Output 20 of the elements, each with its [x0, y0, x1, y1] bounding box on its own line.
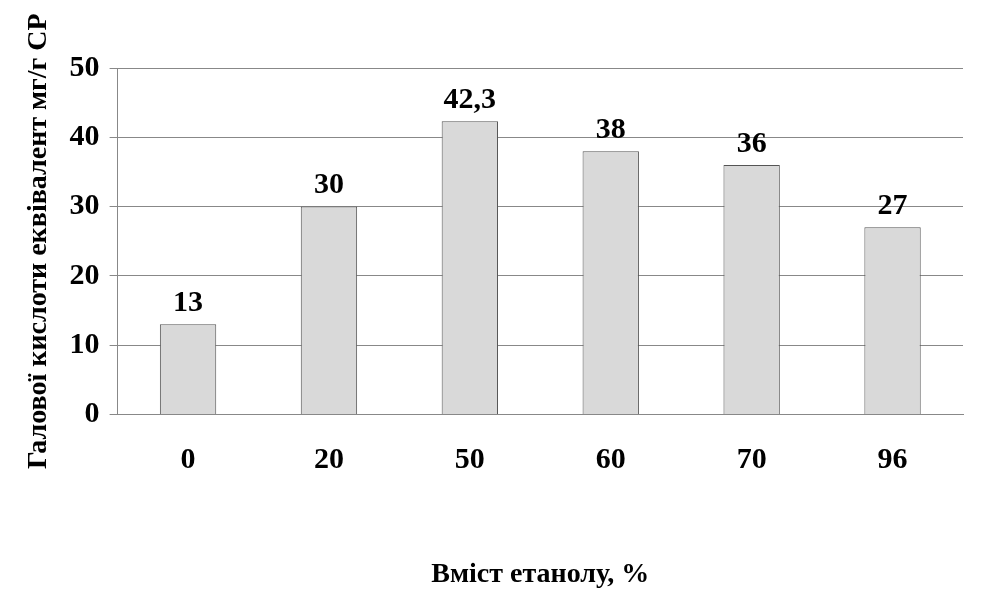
y-tick-label: 50 [69, 48, 100, 82]
data-label: 42,3 [443, 81, 497, 115]
y-tick-label: 30 [69, 187, 100, 221]
x-tick-label: 50 [454, 441, 485, 475]
data-label: 30 [313, 166, 344, 200]
data-label: 38 [595, 110, 626, 144]
data-label: 27 [877, 187, 908, 221]
x-tick-label: 20 [313, 441, 344, 475]
y-axis-title: Галової кислоти еквівалент мг/г СР [21, 13, 53, 470]
data-label: 13 [173, 284, 204, 318]
y-tick-label: 40 [69, 118, 100, 152]
x-tick-label: 70 [736, 441, 767, 475]
x-tick-label: 60 [595, 441, 626, 475]
x-axis-title: Вміст етанолу, % [431, 557, 650, 589]
x-tick-label: 96 [877, 441, 908, 475]
y-tick-label: 10 [69, 325, 100, 359]
x-tick-label: 0 [180, 441, 196, 475]
y-tick-label: 20 [69, 256, 100, 290]
y-tick-label: 0 [84, 395, 100, 429]
data-label: 36 [736, 124, 767, 158]
